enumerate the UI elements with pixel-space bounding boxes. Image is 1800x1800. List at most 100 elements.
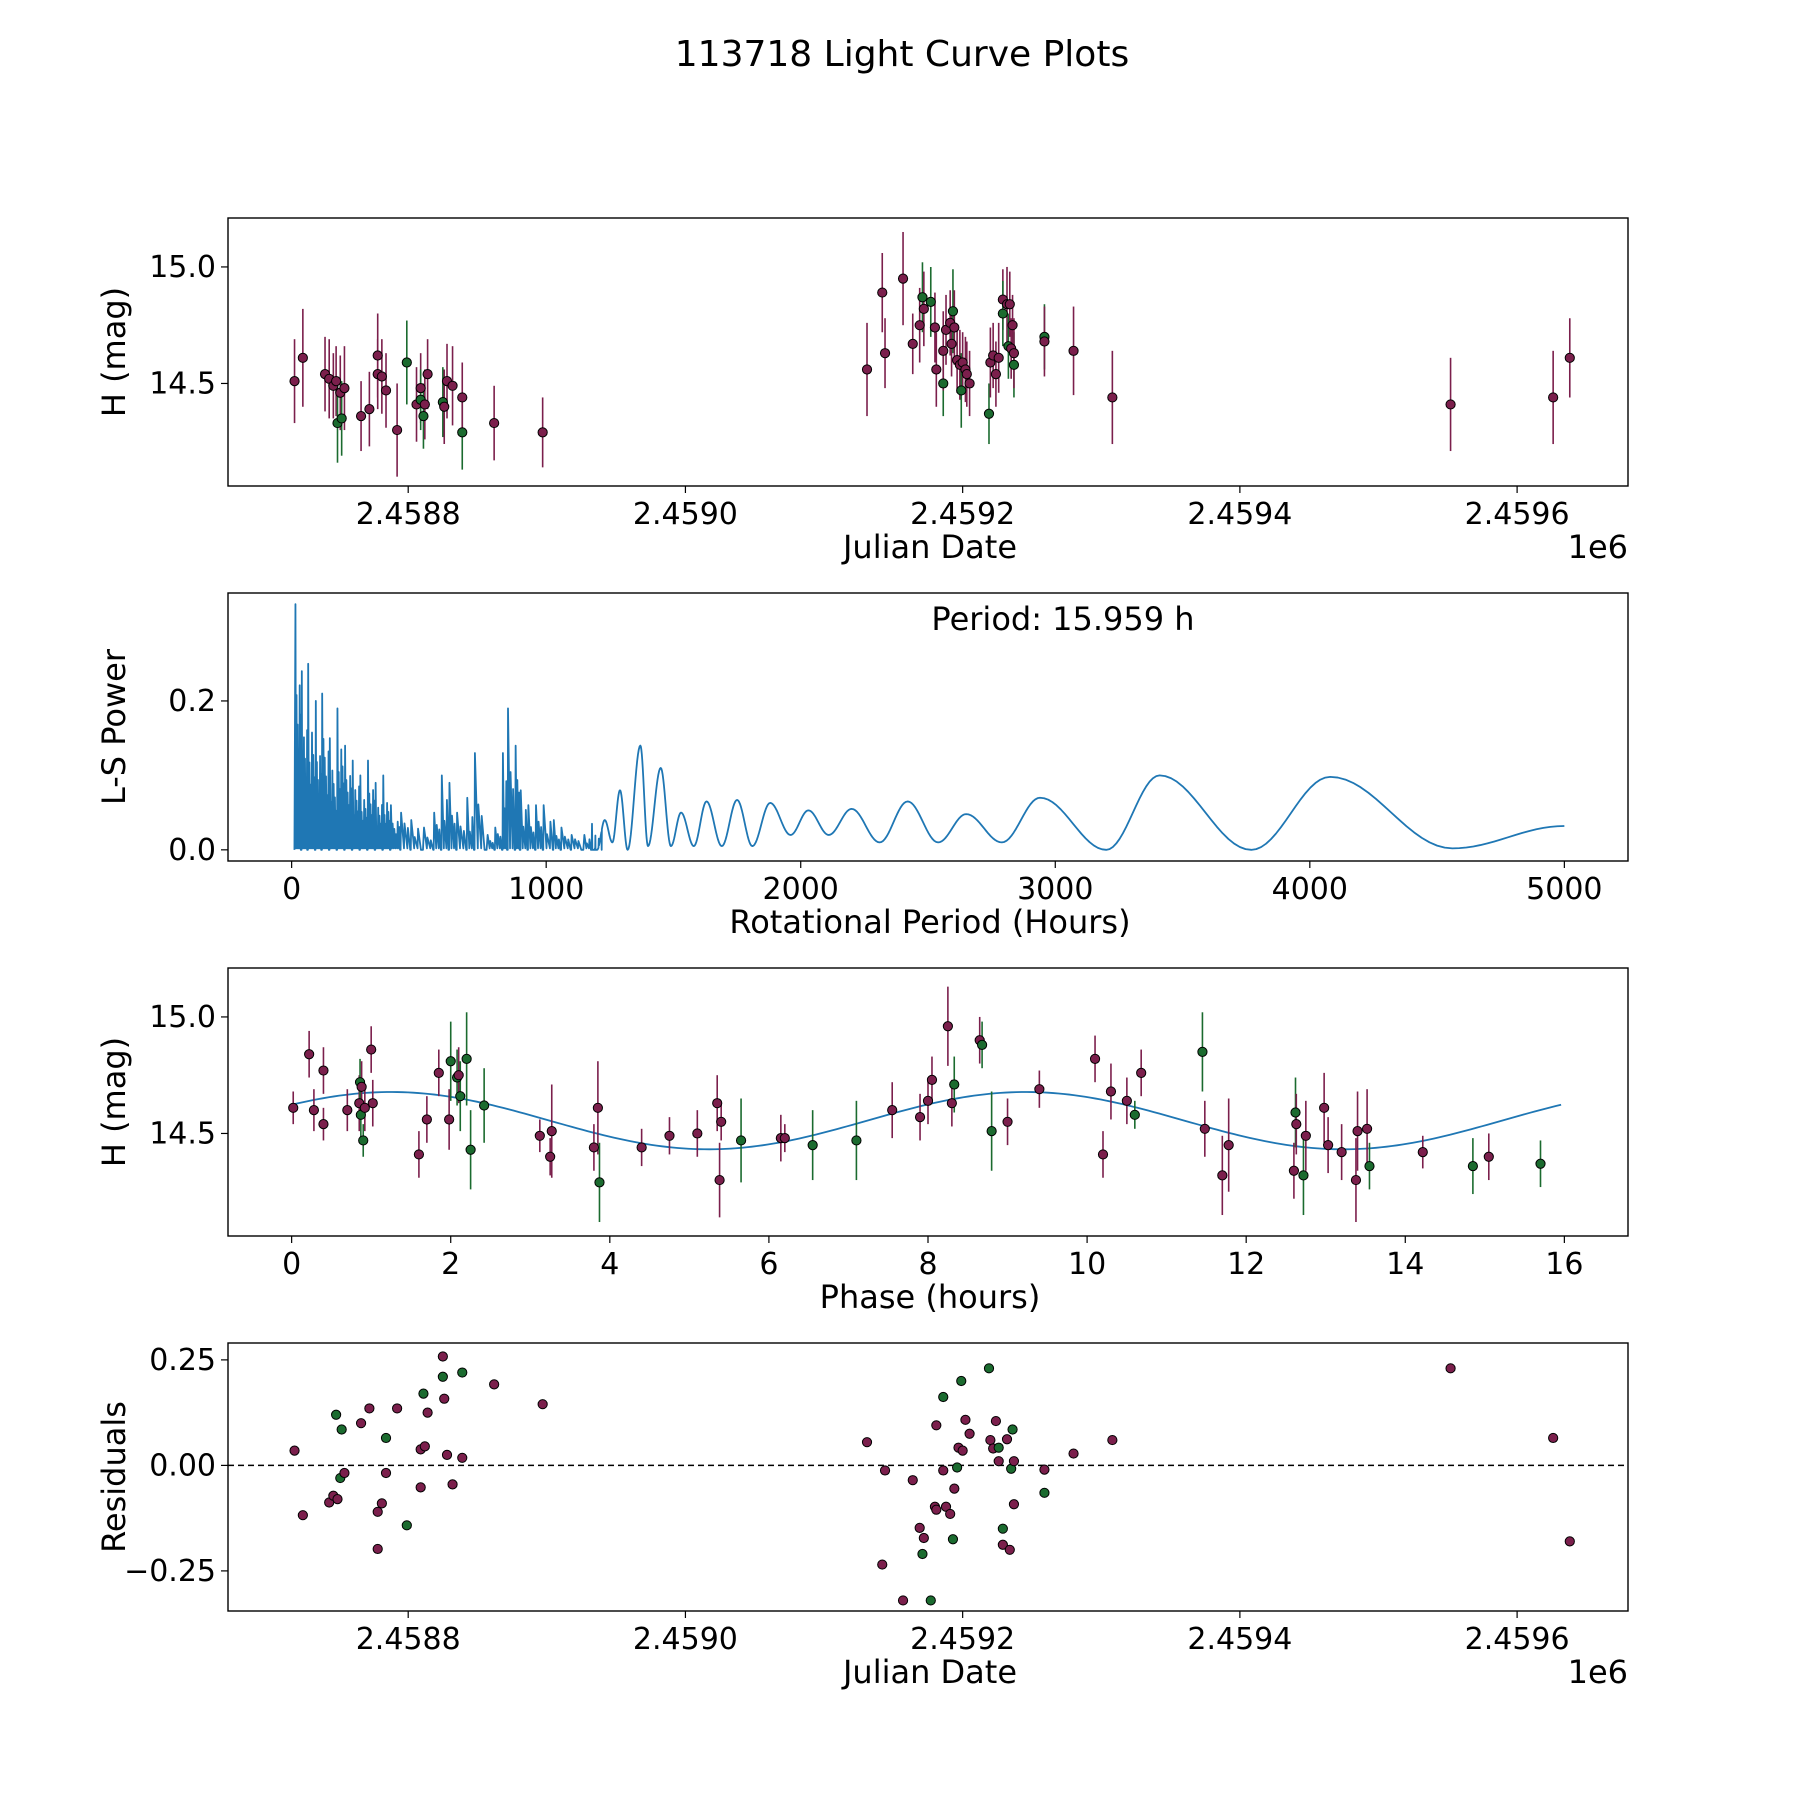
data-point	[318, 1119, 329, 1130]
data-point	[465, 1144, 476, 1155]
data-point	[461, 1053, 472, 1064]
data-point	[1290, 1107, 1301, 1118]
data-point	[922, 1095, 934, 1106]
data-point	[1107, 1434, 1118, 1446]
data-point	[1417, 1147, 1428, 1158]
data-point	[942, 1021, 953, 1032]
data-point	[986, 1126, 997, 1137]
data-point	[457, 1367, 468, 1378]
data-point	[897, 273, 909, 284]
data-point	[861, 364, 873, 375]
data-point	[1352, 1126, 1363, 1137]
data-point	[914, 1112, 926, 1123]
data-point	[415, 1482, 426, 1493]
data-point	[1039, 1464, 1050, 1475]
data-point	[735, 1135, 747, 1146]
x-tick-label: 10	[1068, 1247, 1106, 1282]
data-point	[636, 1142, 647, 1153]
data-point	[946, 1098, 957, 1109]
data-point	[1007, 1424, 1018, 1435]
data-point	[1291, 1119, 1302, 1130]
data-point	[366, 1044, 377, 1055]
data-point	[917, 1548, 928, 1560]
data-point	[985, 1434, 996, 1446]
data-point	[1336, 1147, 1347, 1158]
data-point	[907, 338, 918, 349]
data-point	[1089, 1053, 1101, 1064]
y-tick-label: 0.2	[168, 684, 216, 719]
data-point	[949, 322, 960, 333]
data-point	[861, 1437, 873, 1448]
data-point	[415, 383, 426, 394]
data-point	[964, 378, 975, 389]
data-point	[990, 1415, 1002, 1427]
data-point	[288, 1102, 299, 1113]
data-point	[1097, 1149, 1109, 1160]
axes-frame	[227, 967, 1629, 1237]
x-axis-label: Phase (hours)	[820, 1278, 1041, 1316]
data-point	[439, 401, 450, 412]
x-tick-label: 3000	[1017, 872, 1093, 907]
data-point	[401, 1520, 412, 1531]
data-point	[441, 1449, 453, 1460]
data-point	[289, 1445, 300, 1456]
data-point	[1323, 1140, 1334, 1151]
data-point	[1039, 1487, 1050, 1498]
x-tick-label: 2.4592	[910, 497, 1015, 532]
data-point	[1068, 345, 1079, 356]
data-point	[355, 1418, 367, 1429]
residuals-plot-area	[228, 1351, 1628, 1606]
data-point	[537, 427, 548, 438]
data-point	[1034, 1084, 1045, 1095]
data-point	[367, 1098, 378, 1109]
data-point	[433, 1067, 444, 1078]
x-tick-label: 2.4592	[910, 1622, 1015, 1657]
data-point	[887, 1105, 898, 1116]
x-tick-label: 2000	[763, 872, 839, 907]
data-point	[779, 1133, 790, 1144]
data-point	[392, 424, 403, 436]
y-tick-label: −0.25	[124, 1554, 216, 1589]
data-point	[380, 385, 392, 396]
periodogram-plot-area	[293, 603, 1565, 851]
data-point	[318, 1065, 329, 1076]
data-point	[376, 371, 387, 382]
data-point	[372, 1543, 383, 1555]
y-tick-label: 14.5	[149, 366, 216, 401]
data-point	[592, 1102, 603, 1113]
data-point	[421, 1114, 432, 1125]
data-point	[938, 1391, 949, 1403]
data-point	[931, 1504, 942, 1515]
data-point	[356, 1081, 367, 1092]
data-point	[457, 427, 468, 438]
data-point	[1004, 299, 1015, 310]
x-tick-label: 2.4596	[1465, 1622, 1570, 1657]
x-tick-label: 0	[282, 1247, 301, 1282]
data-point	[947, 306, 959, 317]
data-point	[931, 1420, 942, 1431]
x-tick-label: 8	[918, 1247, 937, 1282]
data-point	[297, 1510, 308, 1521]
x-tick-label: 12	[1227, 1247, 1265, 1282]
x-offset-label: 1e6	[1568, 528, 1628, 566]
x-tick-label: 2.4594	[1187, 497, 1292, 532]
y-tick-label: 14.5	[149, 1116, 216, 1151]
data-point	[342, 1105, 353, 1116]
figure-title: 113718 Light Curve Plots	[675, 34, 1129, 75]
data-point	[457, 392, 468, 403]
data-point	[1483, 1151, 1494, 1162]
data-point	[997, 1523, 1008, 1534]
y-tick-label: 0.25	[149, 1343, 216, 1378]
data-point	[588, 1142, 600, 1153]
data-point	[455, 1091, 466, 1102]
x-tick-label: 16	[1545, 1247, 1583, 1282]
data-point	[947, 1534, 959, 1545]
data-point	[418, 410, 429, 422]
data-point	[976, 1039, 988, 1051]
data-point	[304, 1049, 315, 1060]
x-tick-label: 1000	[508, 872, 584, 907]
x-tick-label: 0	[282, 872, 301, 907]
data-point	[594, 1177, 605, 1188]
data-point	[714, 1174, 725, 1186]
data-point	[918, 1532, 929, 1544]
